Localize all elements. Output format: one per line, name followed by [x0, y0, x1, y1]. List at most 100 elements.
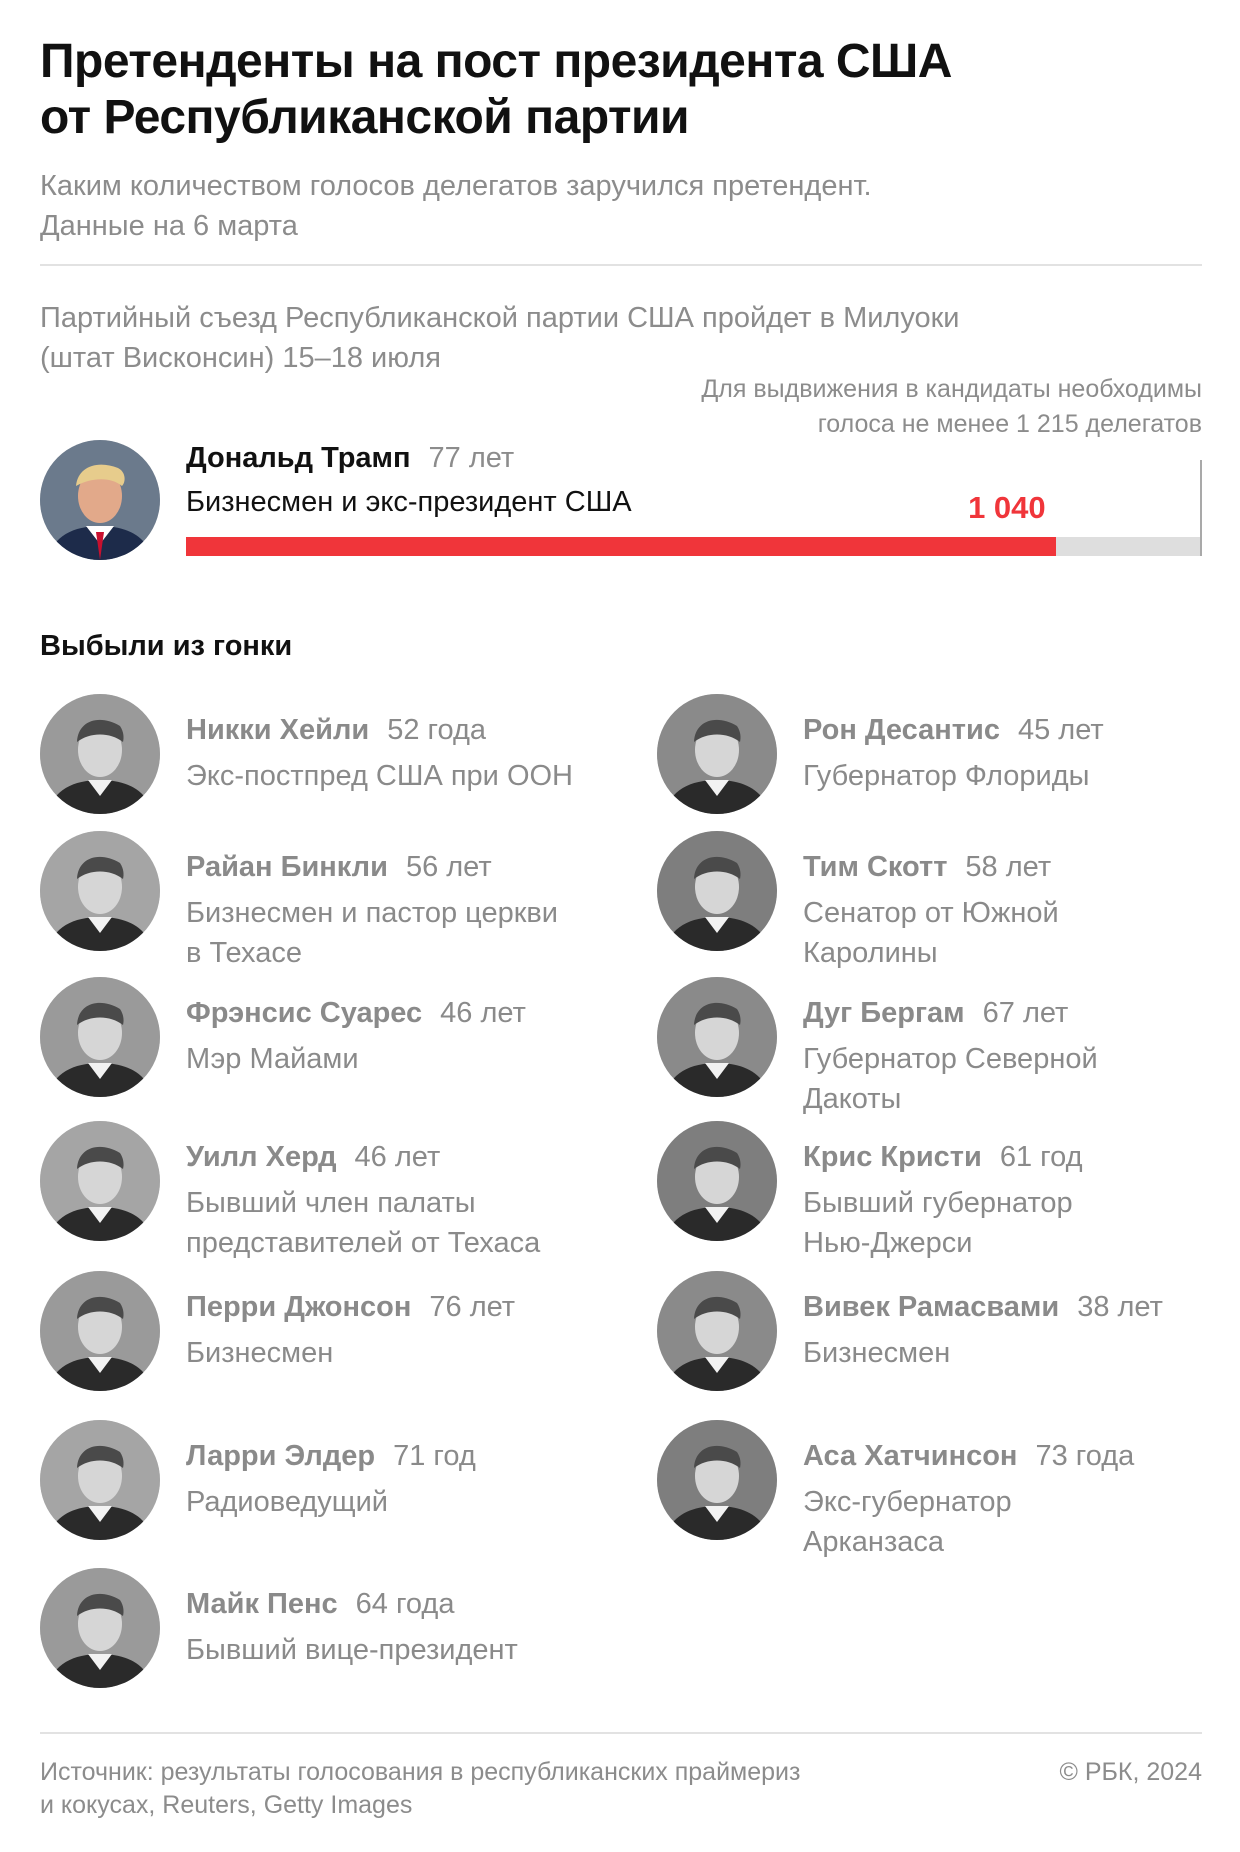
portrait-icon	[40, 1420, 160, 1540]
candidate-name-row: Рон Десантис 45 лет	[803, 712, 1104, 748]
delegate-bar-value: 1 040	[968, 490, 1046, 525]
candidate-photo	[657, 1121, 777, 1241]
candidate-age: 56 лет	[405, 851, 492, 883]
candidate-role-line: Радиоведущий	[186, 1486, 389, 1518]
candidate-name: Перри Джонсон	[186, 1291, 412, 1323]
candidate-name-row: Райан Бинкли 56 лет	[186, 849, 492, 885]
portrait-icon	[40, 831, 160, 951]
candidate-age: 73 года	[1035, 1440, 1135, 1472]
candidate-name-row: Дуг Бергам 67 лет	[803, 995, 1068, 1031]
portrait-icon	[40, 440, 160, 560]
title-line-2: от Республиканской партии	[40, 91, 690, 144]
candidate-age: 64 года	[355, 1588, 455, 1620]
dropped-section-title: Выбыли из гонки	[40, 630, 293, 662]
delegate-bar	[186, 537, 1056, 556]
candidate-role-line: Бизнесмен	[803, 1337, 951, 1369]
portrait-icon	[657, 1121, 777, 1241]
candidate-photo	[40, 694, 160, 814]
candidate-role-line: Дакоты	[803, 1083, 902, 1115]
candidate-role-line: Нью-Джерси	[803, 1227, 973, 1259]
candidate-name-row: Фрэнсис Суарес 46 лет	[186, 995, 526, 1031]
candidate-role: Радиоведущий	[186, 1482, 626, 1522]
candidate-photo	[40, 977, 160, 1097]
candidate-name: Райан Бинкли	[186, 851, 388, 883]
candidate-age: 61 год	[999, 1141, 1083, 1173]
candidate-role: Бывший губернатор Нью-Джерси	[803, 1183, 1240, 1263]
candidate-role: Бизнесмен	[186, 1333, 626, 1373]
candidate-role-line: Экс-постпред США при ООН	[186, 760, 573, 792]
candidate-photo	[40, 1420, 160, 1540]
portrait-icon	[40, 1271, 160, 1391]
threshold-note-line-2: голоса не менее 1 215 делегатов	[817, 410, 1202, 438]
chart-title: Претенденты на пост президента США от Ре…	[40, 34, 1190, 146]
candidate-role-line: Арканзаса	[803, 1526, 944, 1558]
candidate-role: Бывший член палаты представителей от Теха…	[186, 1183, 626, 1263]
candidate-name: Тим Скотт	[803, 851, 948, 883]
threshold-note-line-1: Для выдвижения в кандидаты необходимы	[701, 375, 1202, 403]
convention-note: Партийный съезд Республиканской партии С…	[40, 298, 1190, 378]
portrait-icon	[40, 1121, 160, 1241]
candidate-role-line: Сенатор от Южной	[803, 897, 1059, 929]
candidate-name: Уилл Херд	[186, 1141, 337, 1173]
chart-subtitle: Каким количеством голосов делегатов зару…	[40, 166, 1190, 246]
candidate-name: Фрэнсис Суарес	[186, 997, 423, 1029]
candidate-role-line: Бывший вице-президент	[186, 1634, 518, 1666]
subtitle-line-1: Каким количеством голосов делегатов зару…	[40, 170, 872, 202]
candidate-name-row: Аса Хатчинсон 73 года	[803, 1438, 1134, 1474]
candidate-photo	[40, 1568, 160, 1688]
candidate-photo	[40, 1271, 160, 1391]
leader-name-row: Дональд Трамп 77 лет	[186, 440, 514, 476]
portrait-icon	[657, 1420, 777, 1540]
source-note: Источник: результаты голосования в респу…	[40, 1756, 980, 1822]
candidate-role: Бывший вице-президент	[186, 1630, 626, 1670]
candidate-photo	[657, 831, 777, 951]
bottom-divider	[40, 1732, 1202, 1734]
portrait-icon	[657, 831, 777, 951]
candidate-name-row: Ларри Элдер 71 год	[186, 1438, 476, 1474]
portrait-icon	[657, 694, 777, 814]
candidate-photo	[657, 1420, 777, 1540]
threshold-marker	[1200, 460, 1202, 556]
candidate-age: 46 лет	[354, 1141, 441, 1173]
candidate-role-line: Бизнесмен	[186, 1337, 334, 1369]
candidate-role-line: Губернатор Северной	[803, 1043, 1098, 1075]
candidate-role: Бизнесмен и пастор церкви в Техасе	[186, 893, 626, 973]
candidate-role: Мэр Майами	[186, 1039, 626, 1079]
source-line-2: и кокусах, Reuters, Getty Images	[40, 1791, 413, 1819]
candidate-role-line: Бывший губернатор	[803, 1187, 1073, 1219]
candidate-name: Рон Десантис	[803, 714, 1000, 746]
portrait-icon	[657, 1271, 777, 1391]
subtitle-line-2: Данные на 6 марта	[40, 210, 298, 242]
candidate-age: 67 лет	[982, 997, 1069, 1029]
portrait-icon	[40, 977, 160, 1097]
source-line-1: Источник: результаты голосования в респу…	[40, 1758, 801, 1786]
candidate-role: Экс-губернатор Арканзаса	[803, 1482, 1240, 1562]
candidate-role-line: Мэр Майами	[186, 1043, 359, 1075]
candidate-name-row: Тим Скотт 58 лет	[803, 849, 1051, 885]
candidate-age: 52 года	[387, 714, 487, 746]
candidate-role: Сенатор от Южной Каролины	[803, 893, 1240, 973]
candidate-role-line: Бывший член палаты	[186, 1187, 476, 1219]
candidate-age: 46 лет	[440, 997, 526, 1029]
delegate-bar-track	[186, 537, 1202, 556]
candidate-photo	[657, 694, 777, 814]
candidate-age: 45 лет	[1017, 714, 1104, 746]
portrait-icon	[40, 1568, 160, 1688]
candidate-role-line: Каролины	[803, 937, 938, 969]
threshold-note: Для выдвижения в кандидаты необходимы го…	[562, 372, 1202, 442]
portrait-icon	[657, 977, 777, 1097]
candidate-role: Губернатор Флориды	[803, 756, 1240, 796]
portrait-icon	[40, 694, 160, 814]
candidate-name: Аса Хатчинсон	[803, 1440, 1018, 1472]
candidate-name-row: Никки Хейли 52 года	[186, 712, 486, 748]
candidate-role-line: Губернатор Флориды	[803, 760, 1090, 792]
candidate-photo	[40, 1121, 160, 1241]
candidate-role: Экс-постпред США при ООН	[186, 756, 626, 796]
candidate-name: Вивек Рамасвами	[803, 1291, 1060, 1323]
leader-age: 77 лет	[428, 442, 515, 474]
candidate-photo	[657, 977, 777, 1097]
candidate-role-line: представителей от Техаса	[186, 1227, 541, 1259]
candidate-role-line: Экс-губернатор	[803, 1486, 1012, 1518]
candidate-name-row: Перри Джонсон 76 лет	[186, 1289, 515, 1325]
candidate-name-row: Майк Пенс 64 года	[186, 1586, 454, 1622]
